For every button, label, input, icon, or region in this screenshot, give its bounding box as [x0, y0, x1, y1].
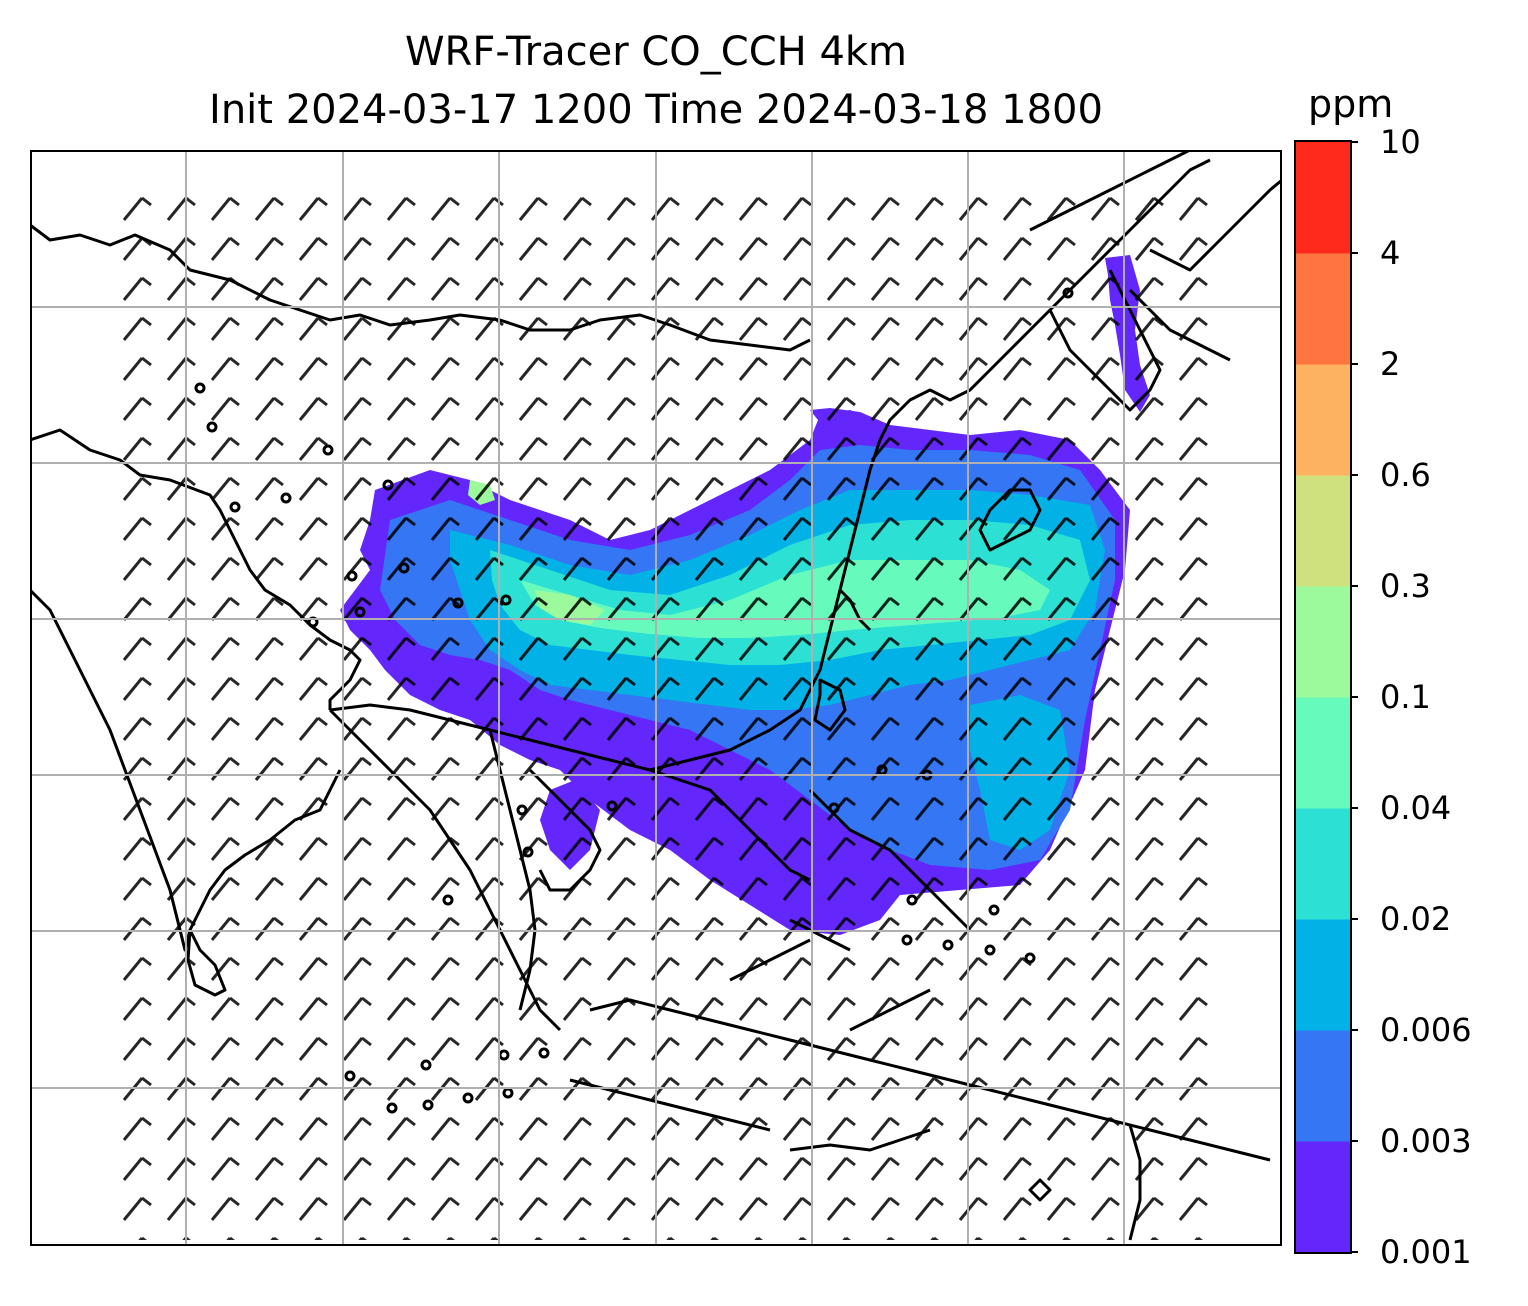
wind-barbs — [120, 190, 1220, 1240]
colorbar-segment — [1295, 1141, 1351, 1253]
colorbar-tick-label: 0.3 — [1380, 567, 1431, 605]
colorbar-unit-label: ppm — [1308, 82, 1394, 126]
colorbar-ticks — [1351, 141, 1358, 1253]
colorbar-segment — [1295, 364, 1351, 476]
gridlines — [30, 150, 1282, 1246]
colorbar-segments — [1295, 142, 1351, 1253]
colorbar-tick-label: 2 — [1380, 345, 1401, 383]
colorbar-segment — [1295, 586, 1351, 698]
colorbar-tick-label: 0.02 — [1380, 900, 1452, 938]
colorbar-segment — [1295, 253, 1351, 365]
colorbar-tick-label: 10 — [1380, 123, 1421, 161]
colorbar-segment — [1295, 697, 1351, 809]
map-frame — [30, 150, 1282, 1246]
colorbar-tick-label: 4 — [1380, 234, 1401, 272]
calm-wind-markers — [194, 287, 1074, 1114]
colorbar-segment — [1295, 808, 1351, 920]
colorbar-segment — [1295, 919, 1351, 1031]
coastlines — [30, 150, 1282, 1241]
colorbar-tick-label: 0.003 — [1380, 1122, 1472, 1160]
colorbar — [1294, 140, 1358, 1254]
colorbar-segment — [1295, 142, 1351, 254]
colorbar-tick-label: 0.006 — [1380, 1011, 1472, 1049]
colorbar-segment — [1295, 1030, 1351, 1142]
map-panel — [30, 150, 1282, 1246]
colorbar-segment — [1295, 475, 1351, 587]
map-title-line-1: WRF-Tracer CO_CCH 4km — [404, 29, 908, 75]
colorbar-tick-label: 0.6 — [1380, 456, 1431, 494]
colorbar-tick-label: 0.001 — [1380, 1233, 1472, 1271]
map-title-line-2: Init 2024-03-17 1200 Time 2024-03-18 180… — [209, 87, 1103, 133]
colorbar-tick-label: 0.1 — [1380, 678, 1431, 716]
colorbar-tick-label: 0.04 — [1380, 789, 1452, 827]
